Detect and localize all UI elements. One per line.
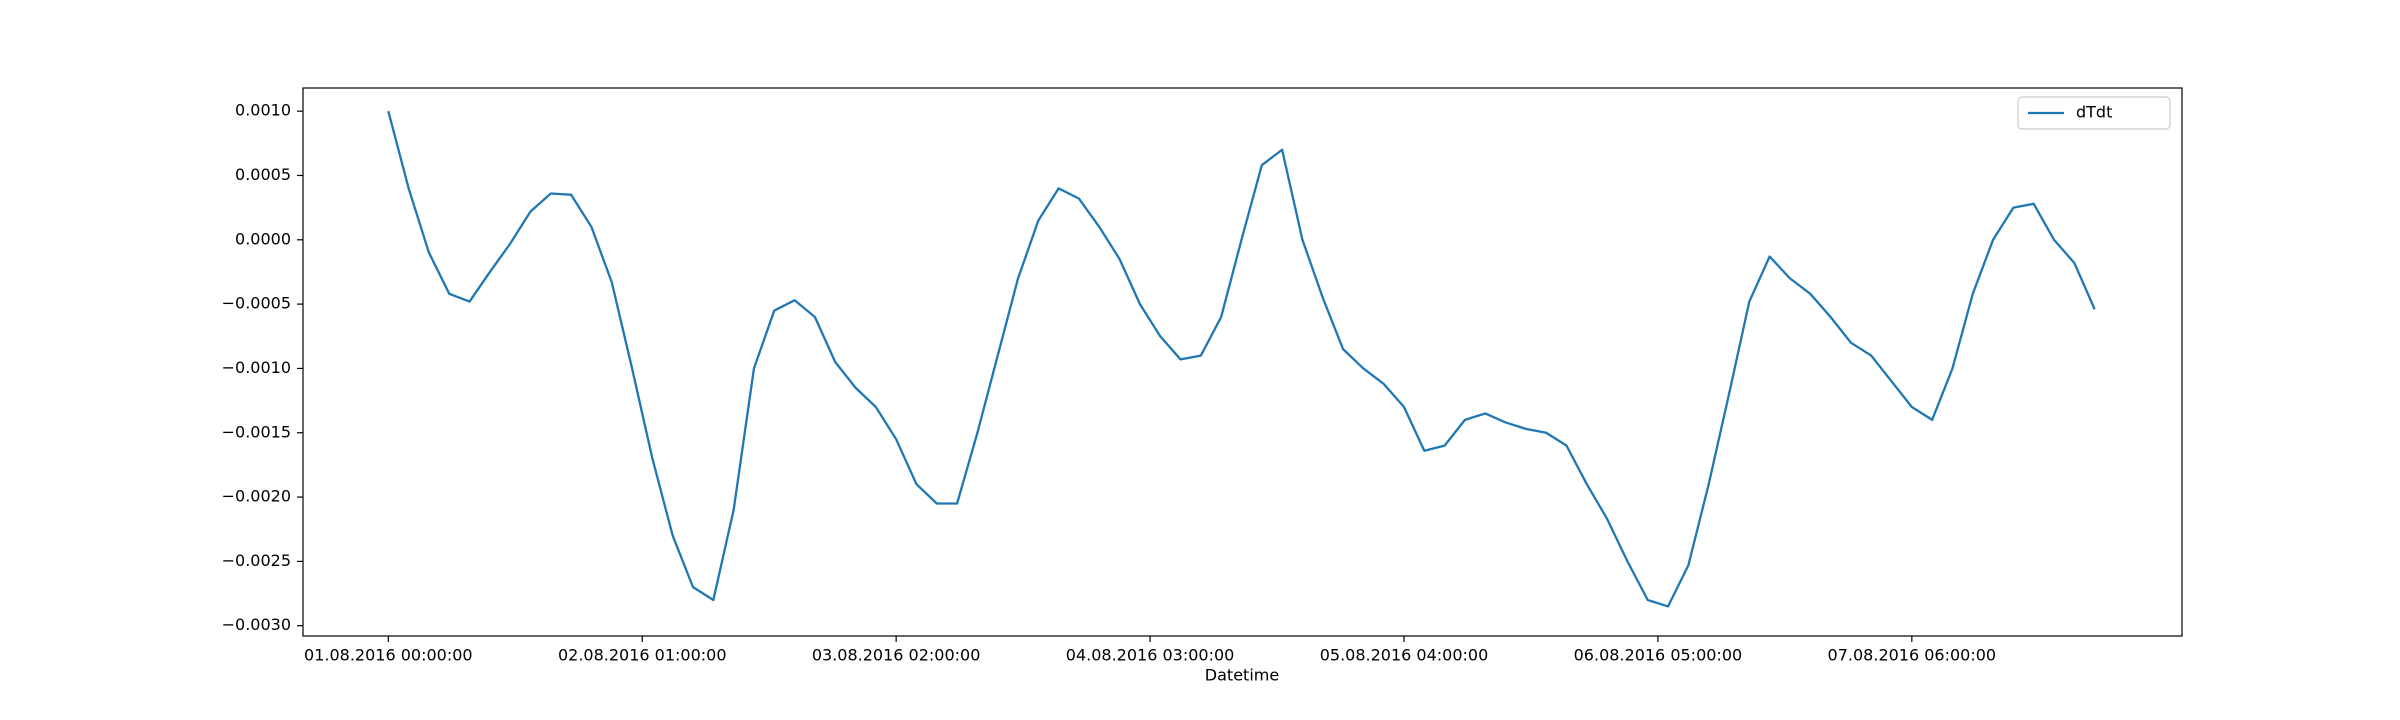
y-tick-label: 0.0000	[235, 229, 291, 248]
x-tick-label: 03.08.2016 02:00:00	[812, 646, 981, 665]
legend-label: dTdt	[2076, 103, 2112, 122]
x-tick-label: 01.08.2016 00:00:00	[304, 646, 473, 665]
y-tick-label: −0.0005	[222, 294, 291, 313]
y-tick-label: −0.0010	[222, 358, 291, 377]
y-tick-label: −0.0020	[222, 487, 291, 506]
plot-frame	[302, 87, 2183, 637]
x-tick-label: 02.08.2016 01:00:00	[558, 646, 727, 665]
x-axis-label: Datetime	[1205, 666, 1279, 685]
legend-box	[2017, 96, 2171, 130]
x-tick-label: 06.08.2016 05:00:00	[1574, 646, 1743, 665]
y-tick-label: −0.0015	[222, 422, 291, 441]
y-tick-label: −0.0030	[222, 615, 291, 634]
x-tick-label: 05.08.2016 04:00:00	[1320, 646, 1489, 665]
y-tick-label: 0.0010	[235, 101, 291, 120]
x-tick-label: 04.08.2016 03:00:00	[1066, 646, 1235, 665]
y-tick-label: 0.0005	[235, 165, 291, 184]
y-tick-label: −0.0025	[222, 551, 291, 570]
x-tick-label: 07.08.2016 06:00:00	[1828, 646, 1997, 665]
data-line	[387, 110, 2096, 608]
